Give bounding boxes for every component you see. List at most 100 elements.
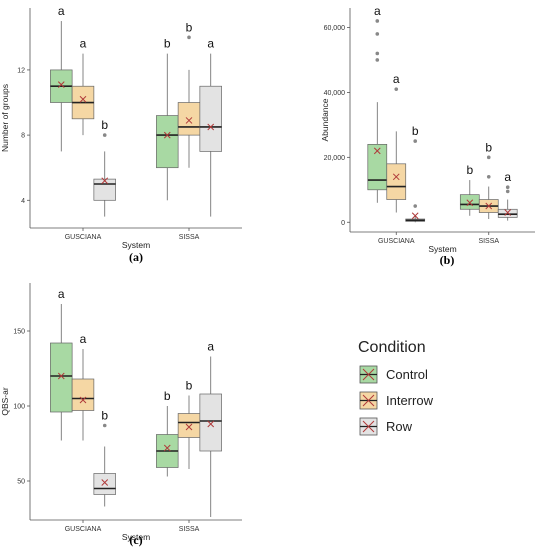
legend-items: Control Interrow Row [359, 365, 434, 436]
mean-marker [485, 202, 493, 210]
mean-marker [101, 177, 109, 185]
legend-item-row: Row [359, 417, 413, 436]
significance-letter: b [412, 124, 419, 138]
outlier-point [375, 32, 380, 36]
mean-marker [57, 372, 65, 380]
significance-letter: b [101, 409, 108, 423]
x-tick-label: SISSA [179, 234, 200, 241]
y-tick-label: 12 [17, 67, 25, 74]
y-tick-label: 60,000 [324, 25, 346, 32]
legend-title: Condition [358, 339, 426, 356]
box-control: a [50, 4, 73, 152]
outlier-point [102, 423, 107, 428]
legend-item-interrow: Interrow [359, 391, 434, 410]
y-tick-label: 40,000 [324, 90, 346, 97]
box-body [199, 85, 222, 152]
y-tick-label: 50 [17, 479, 25, 486]
significance-letter: b [101, 118, 108, 132]
significance-letter: b [164, 37, 171, 51]
mean-marker [101, 479, 109, 486]
y-tick-label: 150 [13, 329, 25, 336]
outlier-point [375, 51, 380, 56]
mean-marker [411, 212, 419, 220]
mean-marker [163, 131, 171, 139]
panel-caption: (c) [129, 533, 142, 547]
significance-letter: a [80, 37, 87, 51]
y-axis-title: Abundance [320, 98, 330, 141]
significance-letter: b [164, 389, 171, 403]
significance-letter: a [504, 170, 511, 184]
outlier-point [394, 87, 399, 91]
mean-marker [185, 117, 193, 124]
box-body [177, 102, 201, 136]
box-body [177, 413, 201, 438]
chart-panel: 0 20,000 40,000 60,000 GUSCIANA SISSA System Ab… [320, 4, 535, 267]
legend-mean-marker [362, 368, 375, 381]
box-control: a [50, 287, 73, 441]
outlier-point [486, 155, 491, 160]
legend-label: Control [386, 367, 428, 382]
x-tick-label: GUSCIANA [65, 526, 102, 533]
panel-caption: (b) [440, 253, 455, 267]
box-control: b [156, 37, 179, 201]
significance-letter: b [485, 140, 492, 154]
x-axis-title: System [122, 532, 150, 542]
legend-item-control: Control [359, 365, 428, 384]
box-body [93, 178, 116, 201]
significance-letter: b [186, 20, 193, 34]
mean-marker [207, 420, 215, 428]
condition-legend: Condition Control Interrow Row [358, 339, 434, 436]
box-row: a [497, 170, 518, 221]
box-row: a [199, 340, 222, 517]
significance-letter: a [58, 4, 65, 18]
x-axis-title: System [428, 244, 456, 254]
mean-marker [373, 147, 381, 155]
outlier-point [375, 58, 380, 62]
significance-letter: a [207, 340, 214, 354]
box-row: a [199, 37, 222, 217]
x-tick-label: GUSCIANA [65, 234, 102, 241]
outlier-point [102, 133, 107, 137]
outlier-point [187, 35, 191, 40]
box-body [93, 473, 116, 495]
y-tick-label: 100 [13, 404, 25, 411]
outlier-point [486, 175, 491, 179]
legend-mean-marker [362, 420, 375, 433]
x-axis-title: System [122, 240, 150, 250]
outlier-point [413, 204, 418, 208]
box-body [156, 115, 179, 169]
box-body [386, 163, 407, 200]
x-tick-label: SISSA [478, 238, 499, 245]
mean-marker [79, 396, 87, 404]
significance-letter: b [186, 379, 193, 393]
y-axis-title: Number of groups [0, 84, 10, 152]
box-interrow: b [177, 379, 201, 469]
outlier-point [413, 139, 418, 143]
box-row: b [93, 409, 116, 507]
y-tick-label: 4 [21, 198, 25, 205]
mean-marker [185, 423, 193, 431]
mean-marker [392, 173, 400, 181]
significance-letter: b [466, 163, 473, 177]
box-body [199, 393, 222, 452]
legend-mean-marker [362, 394, 375, 407]
box-interrow: a [71, 37, 95, 136]
legend-label: Interrow [386, 393, 434, 408]
mean-marker [57, 81, 65, 88]
box-row: b [93, 118, 116, 217]
y-tick-label: 8 [21, 133, 25, 140]
outlier-point [505, 189, 510, 194]
mean-marker [207, 123, 215, 131]
mean-marker [79, 95, 87, 103]
box-interrow: b [177, 20, 201, 168]
significance-letter: a [393, 72, 400, 86]
mean-marker [466, 199, 474, 207]
box-interrow: a [386, 72, 407, 213]
outlier-point [375, 19, 380, 23]
outlier-point [505, 185, 510, 189]
significance-letter: a [58, 287, 65, 301]
box-interrow: a [71, 332, 95, 441]
box-body [497, 208, 518, 218]
panels: 4 8 12 GUSCIANA SISSA System Number of groups (… [0, 4, 535, 547]
